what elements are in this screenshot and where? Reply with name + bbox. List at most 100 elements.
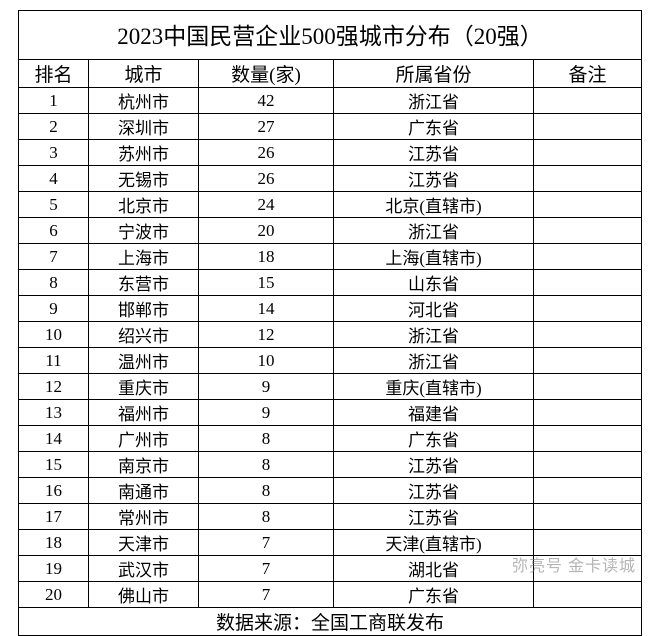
cell-count: 12	[199, 322, 334, 348]
cell-rank: 13	[19, 400, 89, 426]
cell-count: 9	[199, 400, 334, 426]
cell-province: 河北省	[334, 296, 534, 322]
cell-rank: 3	[19, 140, 89, 166]
cell-count: 7	[199, 530, 334, 556]
cell-count: 27	[199, 114, 334, 140]
table-row: 14广州市8广东省	[19, 426, 642, 452]
cell-province: 浙江省	[334, 88, 534, 114]
cell-rank: 4	[19, 166, 89, 192]
cell-city: 邯郸市	[89, 296, 199, 322]
table-row: 9邯郸市14河北省	[19, 296, 642, 322]
cell-count: 8	[199, 478, 334, 504]
cell-city: 佛山市	[89, 582, 199, 608]
cell-province: 湖北省	[334, 556, 534, 582]
cell-count: 14	[199, 296, 334, 322]
table-row: 3苏州市26江苏省	[19, 140, 642, 166]
cell-count: 7	[199, 556, 334, 582]
cell-province: 江苏省	[334, 166, 534, 192]
cell-city: 南通市	[89, 478, 199, 504]
cell-rank: 11	[19, 348, 89, 374]
cell-remark	[534, 140, 642, 166]
cell-rank: 5	[19, 192, 89, 218]
cell-remark	[534, 504, 642, 530]
cell-rank: 14	[19, 426, 89, 452]
header-row: 排名 城市 数量(家) 所属省份 备注	[19, 60, 642, 88]
table-row: 11温州市10浙江省	[19, 348, 642, 374]
cell-rank: 17	[19, 504, 89, 530]
cell-province: 江苏省	[334, 452, 534, 478]
cell-count: 8	[199, 452, 334, 478]
cell-province: 广东省	[334, 114, 534, 140]
cell-rank: 9	[19, 296, 89, 322]
cell-city: 福州市	[89, 400, 199, 426]
cell-city: 北京市	[89, 192, 199, 218]
cell-province: 天津(直辖市)	[334, 530, 534, 556]
cell-remark	[534, 166, 642, 192]
cell-remark	[534, 582, 642, 608]
cell-province: 广东省	[334, 582, 534, 608]
cell-city: 武汉市	[89, 556, 199, 582]
cell-rank: 12	[19, 374, 89, 400]
cell-remark	[534, 114, 642, 140]
cell-rank: 1	[19, 88, 89, 114]
cell-province: 浙江省	[334, 218, 534, 244]
cell-remark	[534, 478, 642, 504]
table-row: 16南通市8江苏省	[19, 478, 642, 504]
cell-remark	[534, 244, 642, 270]
cell-rank: 6	[19, 218, 89, 244]
col-header-rank: 排名	[19, 60, 89, 88]
cell-province: 浙江省	[334, 348, 534, 374]
cell-count: 24	[199, 192, 334, 218]
cell-city: 温州市	[89, 348, 199, 374]
col-header-city: 城市	[89, 60, 199, 88]
cell-remark	[534, 530, 642, 556]
table-row: 19武汉市7湖北省	[19, 556, 642, 582]
table-title: 2023中国民营企业500强城市分布（20强）	[18, 10, 642, 59]
cell-province: 北京(直辖市)	[334, 192, 534, 218]
col-header-remark: 备注	[534, 60, 642, 88]
cell-remark	[534, 556, 642, 582]
cell-remark	[534, 348, 642, 374]
cell-rank: 15	[19, 452, 89, 478]
cell-rank: 20	[19, 582, 89, 608]
cell-city: 上海市	[89, 244, 199, 270]
cell-count: 15	[199, 270, 334, 296]
cell-remark	[534, 452, 642, 478]
cell-count: 26	[199, 140, 334, 166]
cell-city: 杭州市	[89, 88, 199, 114]
cell-count: 10	[199, 348, 334, 374]
ranking-table: 排名 城市 数量(家) 所属省份 备注 1杭州市42浙江省2深圳市27广东省3苏…	[18, 59, 642, 636]
cell-count: 9	[199, 374, 334, 400]
cell-province: 江苏省	[334, 504, 534, 530]
table-row: 5北京市24北京(直辖市)	[19, 192, 642, 218]
cell-province: 江苏省	[334, 140, 534, 166]
data-source: 数据来源：全国工商联发布	[19, 608, 642, 636]
cell-province: 广东省	[334, 426, 534, 452]
table-row: 7上海市18上海(直辖市)	[19, 244, 642, 270]
cell-remark	[534, 296, 642, 322]
cell-count: 26	[199, 166, 334, 192]
table-row: 12重庆市9重庆(直辖市)	[19, 374, 642, 400]
table-row: 1杭州市42浙江省	[19, 88, 642, 114]
cell-city: 无锡市	[89, 166, 199, 192]
table-row: 20佛山市7广东省	[19, 582, 642, 608]
cell-rank: 8	[19, 270, 89, 296]
cell-rank: 19	[19, 556, 89, 582]
col-header-count: 数量(家)	[199, 60, 334, 88]
cell-province: 浙江省	[334, 322, 534, 348]
table-row: 13福州市9福建省	[19, 400, 642, 426]
cell-count: 8	[199, 426, 334, 452]
cell-city: 广州市	[89, 426, 199, 452]
table-row: 8东营市15山东省	[19, 270, 642, 296]
table-row: 4无锡市26江苏省	[19, 166, 642, 192]
cell-remark	[534, 426, 642, 452]
table-row: 18天津市7天津(直辖市)	[19, 530, 642, 556]
cell-city: 苏州市	[89, 140, 199, 166]
cell-city: 常州市	[89, 504, 199, 530]
table-row: 6宁波市20浙江省	[19, 218, 642, 244]
cell-city: 宁波市	[89, 218, 199, 244]
cell-rank: 7	[19, 244, 89, 270]
cell-remark	[534, 400, 642, 426]
cell-city: 重庆市	[89, 374, 199, 400]
table-row: 2深圳市27广东省	[19, 114, 642, 140]
